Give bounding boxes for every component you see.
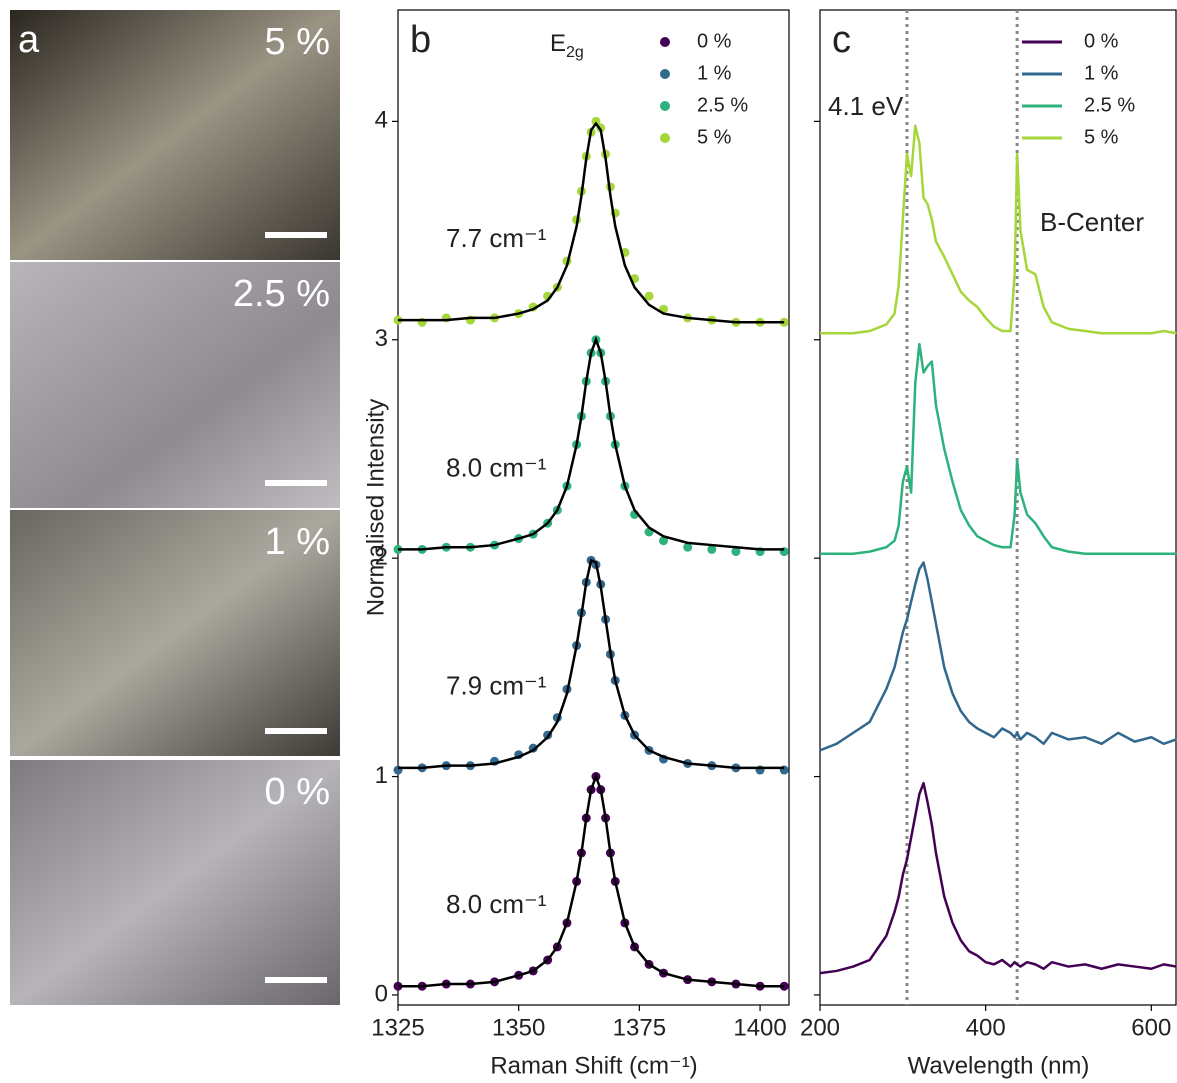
panel-label: b (410, 19, 431, 61)
fit-line (398, 558, 785, 770)
data-point (659, 536, 669, 546)
photo (10, 510, 340, 756)
scale-bar (265, 232, 327, 238)
data-point (731, 547, 741, 557)
peak-label-main: E (550, 30, 566, 57)
scale-bar (265, 728, 327, 734)
legend-marker (660, 133, 670, 143)
fwhm-label: 7.7 cm⁻¹ (446, 223, 547, 253)
plot-frame (819, 9, 1177, 1006)
spectrum-line (820, 342, 1177, 556)
reference-label: 4.1 eV (828, 91, 904, 121)
peak-label: E2g (550, 30, 584, 61)
data-point (683, 542, 693, 552)
legend-label: 2.5 % (1084, 94, 1135, 116)
data-point (707, 544, 717, 554)
scale-bar (265, 977, 327, 983)
spectrum-line (820, 124, 1177, 335)
x-tick-label: 1400 (733, 1014, 786, 1041)
fit-line (398, 121, 785, 324)
photo (10, 760, 340, 1005)
x-tick-label: 400 (966, 1014, 1006, 1041)
legend-marker (660, 37, 670, 47)
y-tick-label: 2 (375, 544, 388, 571)
y-tick-label: 1 (375, 762, 388, 789)
panel-label: c (832, 19, 851, 61)
x-tick-label: 1350 (492, 1014, 545, 1041)
photo-label: 2.5 % (233, 273, 330, 315)
photo (10, 262, 340, 508)
spectrum-line (819, 781, 1177, 975)
scale-bar (265, 480, 327, 486)
fwhm-label: 7.9 cm⁻¹ (446, 671, 547, 701)
reference-label: B-Center (1040, 207, 1144, 237)
x-tick-label: 1325 (371, 1014, 424, 1041)
peak-label-sub: 2g (566, 44, 584, 61)
photo (10, 10, 340, 260)
spectrum-line (819, 561, 1177, 752)
x-tick-label: 1375 (613, 1014, 666, 1041)
data-point (591, 116, 601, 126)
legend-label: 5 % (697, 126, 732, 148)
legend-label: 1 % (1084, 62, 1119, 84)
x-axis-label: Wavelength (nm) (908, 1052, 1090, 1079)
raman-panel: 1325 1350 1375 1400 0 1 2 3 4 Raman Shift (cm⁻¹) N… (362, 9, 790, 1079)
fit-line (398, 772, 785, 988)
y-tick-label: 3 (375, 325, 388, 352)
legend-label: 0 % (697, 30, 732, 52)
x-tick-label: 200 (800, 1014, 840, 1041)
legend-label: 2.5 % (697, 94, 748, 116)
x-axis-label: Raman Shift (cm⁻¹) (490, 1052, 697, 1079)
data-point (644, 291, 654, 301)
legend-label: 5 % (1084, 126, 1119, 148)
photo-panel: 5 % 2.5 % 1 % 0 % a (10, 10, 340, 1005)
fwhm-label: 8.0 cm⁻¹ (446, 889, 547, 919)
x-tick-label: 600 (1131, 1014, 1171, 1041)
y-tick-label: 4 (375, 107, 388, 134)
fwhm-label: 8.0 cm⁻¹ (446, 452, 547, 482)
photo-label: 5 % (265, 21, 330, 63)
legend-marker (660, 69, 670, 79)
photo-label: 1 % (265, 521, 330, 563)
photo-label: 0 % (265, 771, 330, 813)
legend-label: 1 % (697, 62, 732, 84)
legend-label: 0 % (1084, 30, 1119, 52)
legend-marker (660, 101, 670, 111)
y-axis-label: Normalised Intensity (362, 399, 389, 616)
fit-line (398, 336, 785, 551)
plot-frame (397, 9, 790, 1006)
y-tick-label: 0 (375, 980, 388, 1007)
panel-label: a (18, 19, 40, 61)
pl-panel: 200 400 600 Wavelength (nm) c 4.1 eV B-Center 0… (800, 9, 1177, 1079)
